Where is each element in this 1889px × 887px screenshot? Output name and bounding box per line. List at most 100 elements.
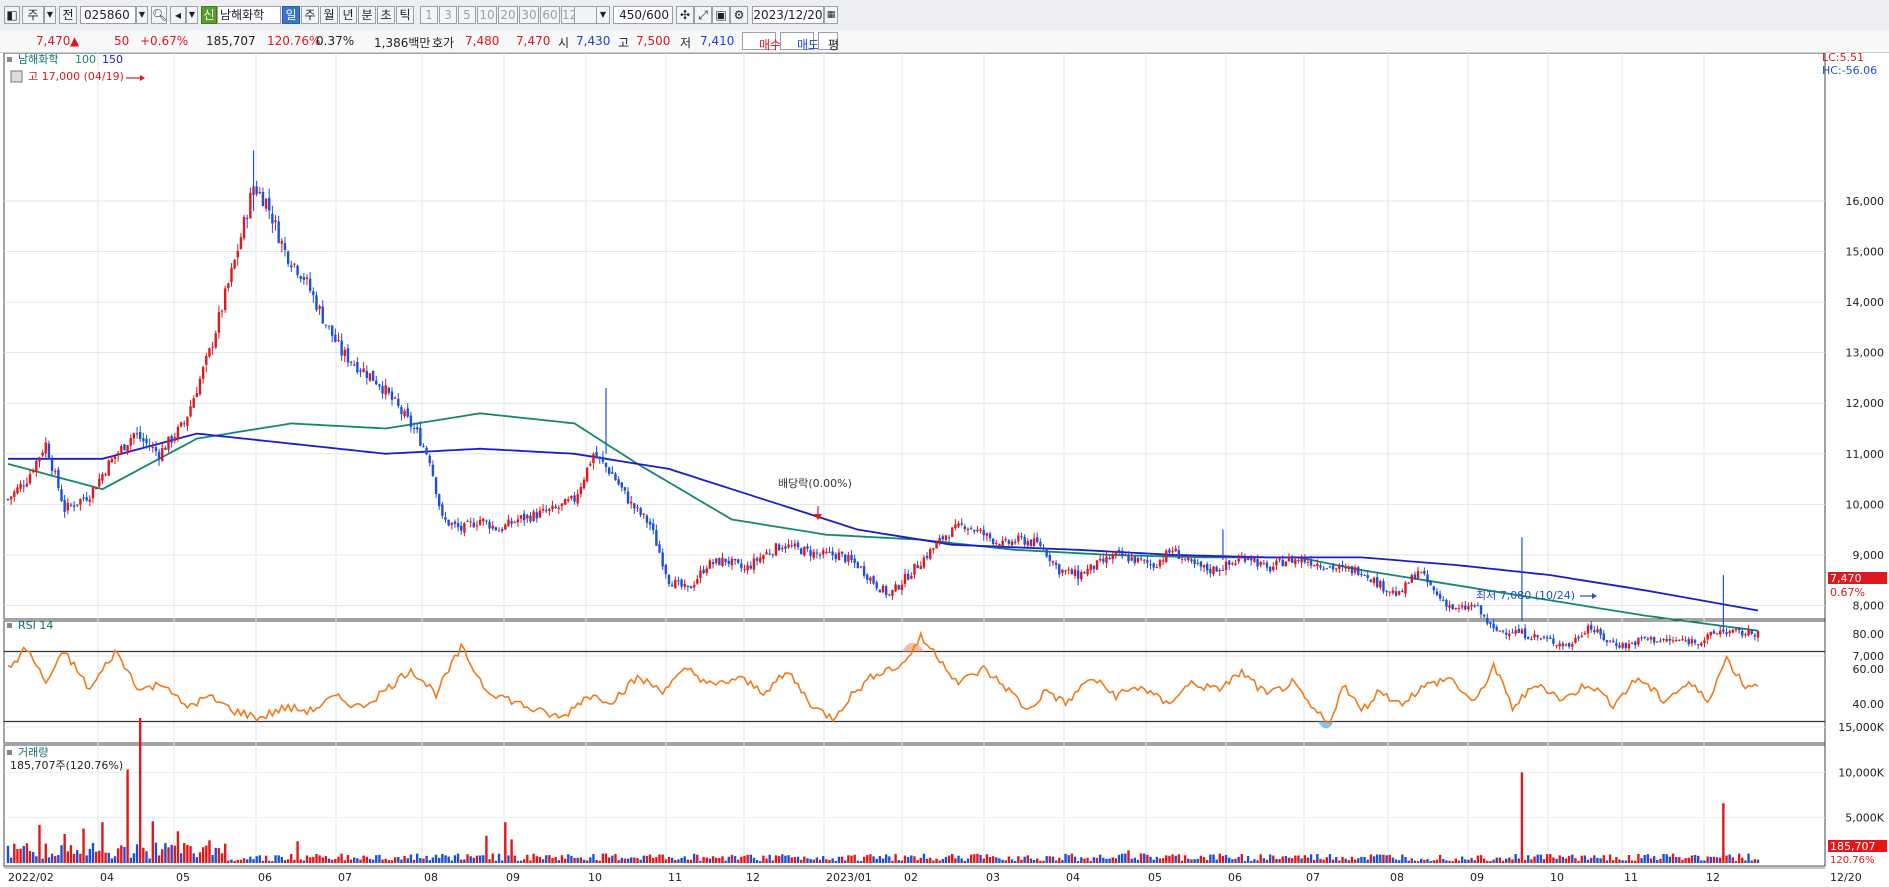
candle-body	[362, 368, 365, 373]
volume-bar	[1076, 861, 1080, 863]
candle-body	[535, 512, 538, 519]
buy-button[interactable]: 매수	[742, 32, 781, 52]
volume-bar	[1473, 860, 1476, 863]
zoom-icon[interactable]: ⤢	[694, 6, 712, 24]
candle-body	[371, 370, 375, 381]
candle-body	[1448, 605, 1451, 608]
volume-bar	[620, 857, 623, 863]
all-market-button[interactable]: 전	[59, 6, 77, 24]
candle-body	[1284, 561, 1288, 567]
speaker-icon[interactable]: ◂	[170, 6, 186, 24]
interval-button-20[interactable]: 20	[498, 6, 518, 24]
candle-body	[1240, 556, 1244, 559]
candle-body	[966, 528, 970, 531]
rsi-menu-icon[interactable]	[7, 623, 12, 628]
period-type-select[interactable]: 주	[22, 6, 44, 24]
period-button-3[interactable]: 년	[339, 6, 357, 24]
date-label: 12	[1706, 871, 1720, 884]
volume-bar	[299, 859, 302, 863]
candle-body	[1457, 607, 1461, 609]
volume-bar	[762, 855, 765, 863]
volume-bar	[1495, 857, 1498, 863]
candle-body	[1671, 640, 1675, 642]
volume-bar	[859, 860, 863, 863]
volume-bar	[25, 843, 29, 863]
period-button-6[interactable]: 틱	[396, 6, 414, 24]
candle-body	[1734, 629, 1738, 631]
volume-bar	[982, 858, 985, 863]
chart-window-icon[interactable]: ◧	[4, 6, 20, 24]
volume-bar	[825, 859, 828, 863]
calendar-icon[interactable]: ▦	[824, 6, 838, 24]
crosshair-icon[interactable]: ✣	[676, 6, 694, 24]
data-count-field[interactable]: 450/600	[613, 6, 673, 24]
volume-bar	[576, 857, 579, 863]
candle-body	[1054, 562, 1058, 566]
interval-button-1[interactable]: 1	[420, 6, 438, 24]
legend-stock-name: 남해화학	[18, 53, 58, 66]
chevron-down-icon[interactable]: ▼	[596, 6, 610, 24]
chevron-down-icon[interactable]: ▼	[136, 6, 148, 24]
period-button-5[interactable]: 초	[377, 6, 395, 24]
candle-body	[683, 584, 686, 587]
date-label: 10	[1550, 871, 1564, 884]
volume-bar	[582, 859, 586, 863]
save-icon[interactable]: ▣	[712, 6, 730, 24]
chevron-down-icon[interactable]: ▼	[186, 6, 198, 24]
stock-chart[interactable]: 2022/02 04 05 06 07 08 09 10 11 12 2023/01 02 03 04 05…	[0, 53, 1889, 887]
interval-button-60[interactable]: 60	[540, 6, 560, 24]
volume-bar	[548, 855, 551, 863]
volume-bar	[951, 854, 954, 863]
period-button-2[interactable]: 월	[320, 6, 338, 24]
candle-body	[1196, 562, 1199, 564]
interval-button-30[interactable]: 30	[519, 6, 539, 24]
period-button-4[interactable]: 분	[358, 6, 376, 24]
volume-bar	[1083, 858, 1086, 863]
calendar-icon[interactable]	[10, 70, 23, 83]
volume-menu-icon[interactable]	[7, 750, 12, 755]
period-button-0[interactable]: 일	[282, 6, 300, 24]
candle-body	[774, 543, 778, 556]
interval-button-3[interactable]: 3	[439, 6, 457, 24]
interval-button-5[interactable]: 5	[458, 6, 476, 24]
volume-bar	[834, 861, 837, 863]
period-button-1[interactable]: 주	[301, 6, 319, 24]
gear-icon[interactable]: ⚙	[730, 6, 748, 24]
search-icon[interactable]: 🔍︎	[151, 6, 168, 24]
volume-bar	[1448, 860, 1451, 863]
candle-body	[768, 553, 771, 555]
candle-body	[1558, 643, 1561, 647]
candle-body	[935, 542, 938, 549]
candle-body	[258, 191, 261, 194]
interval-button-10[interactable]: 10	[477, 6, 497, 24]
low-label: 저	[680, 36, 692, 50]
evaluate-button[interactable]: 평	[818, 32, 839, 52]
candle-body	[894, 584, 897, 592]
volume-bar	[1058, 857, 1061, 863]
volume-bar	[409, 854, 413, 863]
candle-body	[1696, 644, 1700, 646]
volume-bar	[1627, 855, 1631, 863]
volume-bar	[1023, 856, 1026, 863]
volume-bar	[1149, 856, 1152, 863]
volume-bar	[705, 857, 708, 863]
volume-bar	[976, 853, 979, 863]
sell-button[interactable]: 매도	[780, 32, 819, 52]
volume-bar	[916, 860, 919, 863]
candle-body	[1533, 634, 1536, 638]
volume-bar	[277, 855, 280, 863]
volume-bar	[1319, 858, 1322, 863]
date-input[interactable]: 2023/12/20	[752, 6, 824, 24]
candle-body	[167, 436, 170, 450]
new-listing-badge: 신	[201, 6, 217, 24]
legend-menu-icon[interactable]	[7, 57, 12, 62]
volume-bar	[327, 858, 331, 863]
volume-bar	[302, 860, 306, 863]
volume-bar	[1501, 860, 1505, 863]
stock-code-input[interactable]: 025860	[80, 6, 136, 24]
chevron-down-icon[interactable]: ▼	[44, 6, 56, 24]
volume-bar	[658, 854, 661, 863]
volume-bar	[1693, 855, 1697, 863]
low-marker-label: 최저 7,080 (10/24)	[1476, 589, 1575, 602]
rsi-tick-label: 40.00	[1853, 698, 1885, 711]
